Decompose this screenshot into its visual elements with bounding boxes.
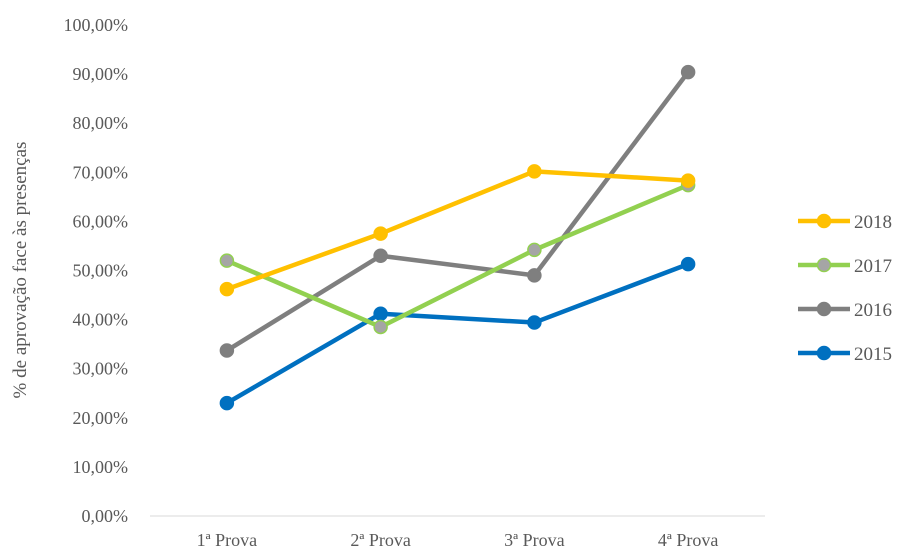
legend-item: 2018	[798, 212, 892, 233]
x-tick-label: 2ª Prova	[350, 530, 410, 550]
y-tick-label: 10,00%	[73, 457, 129, 477]
legend-item: 2016	[798, 300, 892, 321]
y-tick-label: 0,00%	[82, 506, 129, 526]
data-point	[680, 64, 696, 80]
y-tick-label: 20,00%	[73, 408, 129, 428]
data-point	[219, 281, 235, 297]
data-point	[219, 395, 235, 411]
data-point	[373, 319, 388, 335]
y-tick-label: 90,00%	[73, 64, 129, 84]
y-tick-label: 60,00%	[73, 211, 129, 231]
series-line	[224, 261, 691, 406]
legend-label: 2016	[854, 300, 892, 321]
series-layer	[219, 64, 696, 411]
data-point	[219, 253, 235, 268]
legend-item: 2015	[798, 344, 892, 365]
data-point	[527, 242, 542, 258]
legend-label: 2015	[854, 344, 892, 365]
legend: 2018 2017 2016 2015	[798, 212, 892, 365]
y-tick-label: 70,00%	[73, 162, 129, 182]
legend-marker	[816, 213, 832, 229]
data-point	[527, 164, 542, 179]
y-tick-label: 40,00%	[73, 310, 129, 330]
y-tick-label: 50,00%	[73, 261, 129, 281]
legend-label: 2018	[854, 212, 892, 233]
y-axis-ticks: 0,00% 10,00% 20,00% 30,00% 40,00% 50,00% 60,00…	[64, 15, 129, 526]
data-point	[527, 268, 542, 283]
y-tick-label: 100,00%	[64, 15, 129, 35]
legend-item: 2017	[798, 256, 892, 277]
series-2015	[219, 256, 696, 411]
data-point	[219, 343, 235, 358]
series-line	[224, 169, 691, 292]
x-axis-ticks: 1ª Prova 2ª Prova 3ª Prova 4ª Prova	[197, 530, 719, 550]
data-point	[373, 306, 388, 321]
legend-marker	[816, 257, 832, 273]
data-point	[373, 226, 388, 241]
x-tick-label: 3ª Prova	[504, 530, 564, 550]
x-tick-label: 1ª Prova	[197, 530, 257, 550]
y-tick-label: 30,00%	[73, 359, 129, 379]
legend-marker	[816, 345, 832, 361]
series-line	[224, 69, 691, 353]
data-point	[680, 256, 696, 272]
data-point	[680, 173, 696, 188]
legend-marker	[816, 301, 832, 317]
series-line	[224, 182, 691, 330]
series-2018	[219, 164, 696, 297]
data-point	[373, 248, 388, 264]
legend-label: 2017	[854, 256, 892, 277]
y-axis-title: % de aprovação face às presenças	[10, 142, 31, 399]
x-tick-label: 4ª Prova	[658, 530, 718, 550]
y-tick-label: 80,00%	[73, 113, 129, 133]
data-point	[527, 315, 542, 330]
